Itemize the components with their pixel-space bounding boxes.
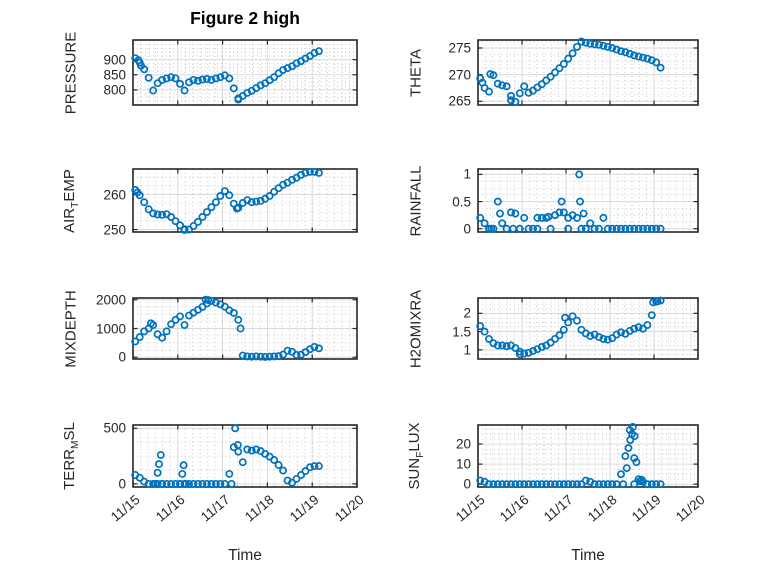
y-tick-label: 1 [463, 342, 471, 358]
data-markers [131, 167, 323, 234]
x-axis-title: Time [228, 547, 262, 564]
x-tick-label: 11/19 [628, 492, 664, 525]
plot-area [131, 295, 358, 361]
y-axis-label: TERRMSL [61, 422, 81, 490]
x-tick-label: 11/20 [331, 492, 367, 525]
plot-area [131, 167, 358, 234]
x-tick-label: 11/18 [242, 492, 278, 525]
y-axis-label: AIRTEMP [61, 168, 81, 233]
y-tick-label: 1000 [95, 321, 126, 336]
x-axis-title: Time [571, 547, 605, 564]
y-axis-label: RAINFALL [407, 165, 425, 236]
y-tick-label: 250 [103, 222, 126, 238]
x-tick-label: 11/17 [197, 492, 233, 525]
axes-box [132, 168, 358, 233]
minor-grid [133, 425, 357, 487]
axes-box [132, 424, 358, 488]
minor-grid [133, 298, 357, 359]
x-tick-label: 11/15 [107, 492, 143, 525]
y-tick-label: 275 [448, 40, 471, 56]
plot-area [131, 424, 358, 488]
data-markers [476, 37, 665, 106]
minor-grid [478, 169, 698, 232]
subplot-mixdepth: MIXDEPTH 0 1000 2000 [63, 290, 358, 367]
y-tick-label: 265 [448, 93, 471, 109]
y-tick-label: 1.5 [452, 324, 471, 340]
plot-area [476, 423, 699, 489]
y-tick-label: 1 [463, 166, 471, 182]
y-tick-label: 850 [103, 67, 126, 83]
subplot-rainfall: RAINFALL 0 0.5 1 [408, 165, 699, 236]
data-markers [476, 170, 665, 233]
x-tick-label: 11/17 [540, 492, 576, 525]
subplot-terr-msl: TERRMSL 0 500 11/15 11/16 11/17 11/18 11/19 11/2… [61, 421, 367, 564]
y-tick-label: 0 [463, 476, 471, 492]
minor-grid [478, 425, 698, 487]
subplot-air-temp: AIRTEMP 250 260 [61, 167, 358, 237]
y-axis-label: SUNFLUX [406, 422, 426, 490]
y-tick-label: 2000 [95, 292, 126, 308]
plot-area [476, 37, 699, 106]
major-grid [478, 298, 698, 359]
x-tick-label: 11/16 [496, 492, 532, 525]
plot-area [131, 39, 358, 106]
y-tick-label: 500 [103, 420, 126, 436]
y-tick-label: 0.5 [452, 194, 471, 210]
subplot-sun-flux: SUNFLUX 0 10 20 11/15 11/16 11/17 11/18 11/19 11/… [406, 422, 708, 564]
figure-title: Figure 2 high [190, 8, 300, 28]
major-grid [478, 169, 698, 232]
y-tick-label: 260 [103, 187, 126, 203]
y-axis-label: PRESSURE [62, 31, 80, 114]
x-tick-label: 11/19 [287, 492, 322, 525]
y-axis-label: MIXDEPTH [62, 289, 80, 368]
y-tick-label: 10 [455, 456, 471, 472]
x-tick-label: 11/15 [452, 492, 488, 525]
y-tick-label: 0 [118, 476, 126, 492]
data-markers [476, 296, 665, 359]
y-tick-label: 800 [103, 82, 126, 98]
data-markers [131, 424, 323, 488]
data-markers [476, 423, 665, 489]
data-markers [131, 295, 323, 361]
axes-box [477, 424, 699, 488]
y-tick-label: 270 [448, 67, 471, 83]
plot-area [476, 168, 699, 233]
plot-area [476, 296, 699, 360]
axes-box [132, 39, 358, 106]
x-tick-label: 11/20 [672, 492, 708, 525]
x-tick-label: 11/16 [152, 492, 188, 525]
y-tick-label: 900 [103, 52, 126, 68]
y-axis-label: THETA [407, 48, 425, 97]
subplot-theta: THETA 265 270 275 [408, 37, 699, 109]
y-tick-label: 0 [463, 221, 471, 237]
y-tick-label: 2 [463, 305, 471, 321]
subplot-h2omixra: H2OMIXRA 1 1.5 2 [408, 289, 699, 368]
x-tick-label: 11/18 [584, 492, 620, 525]
y-tick-label: 0 [118, 349, 126, 365]
minor-grid [478, 40, 698, 105]
y-tick-label: 20 [455, 436, 471, 452]
subplot-pressure: PRESSURE 800 850 900 [63, 31, 358, 114]
y-axis-label: H2OMIXRA [407, 289, 425, 368]
data-markers [131, 47, 323, 104]
